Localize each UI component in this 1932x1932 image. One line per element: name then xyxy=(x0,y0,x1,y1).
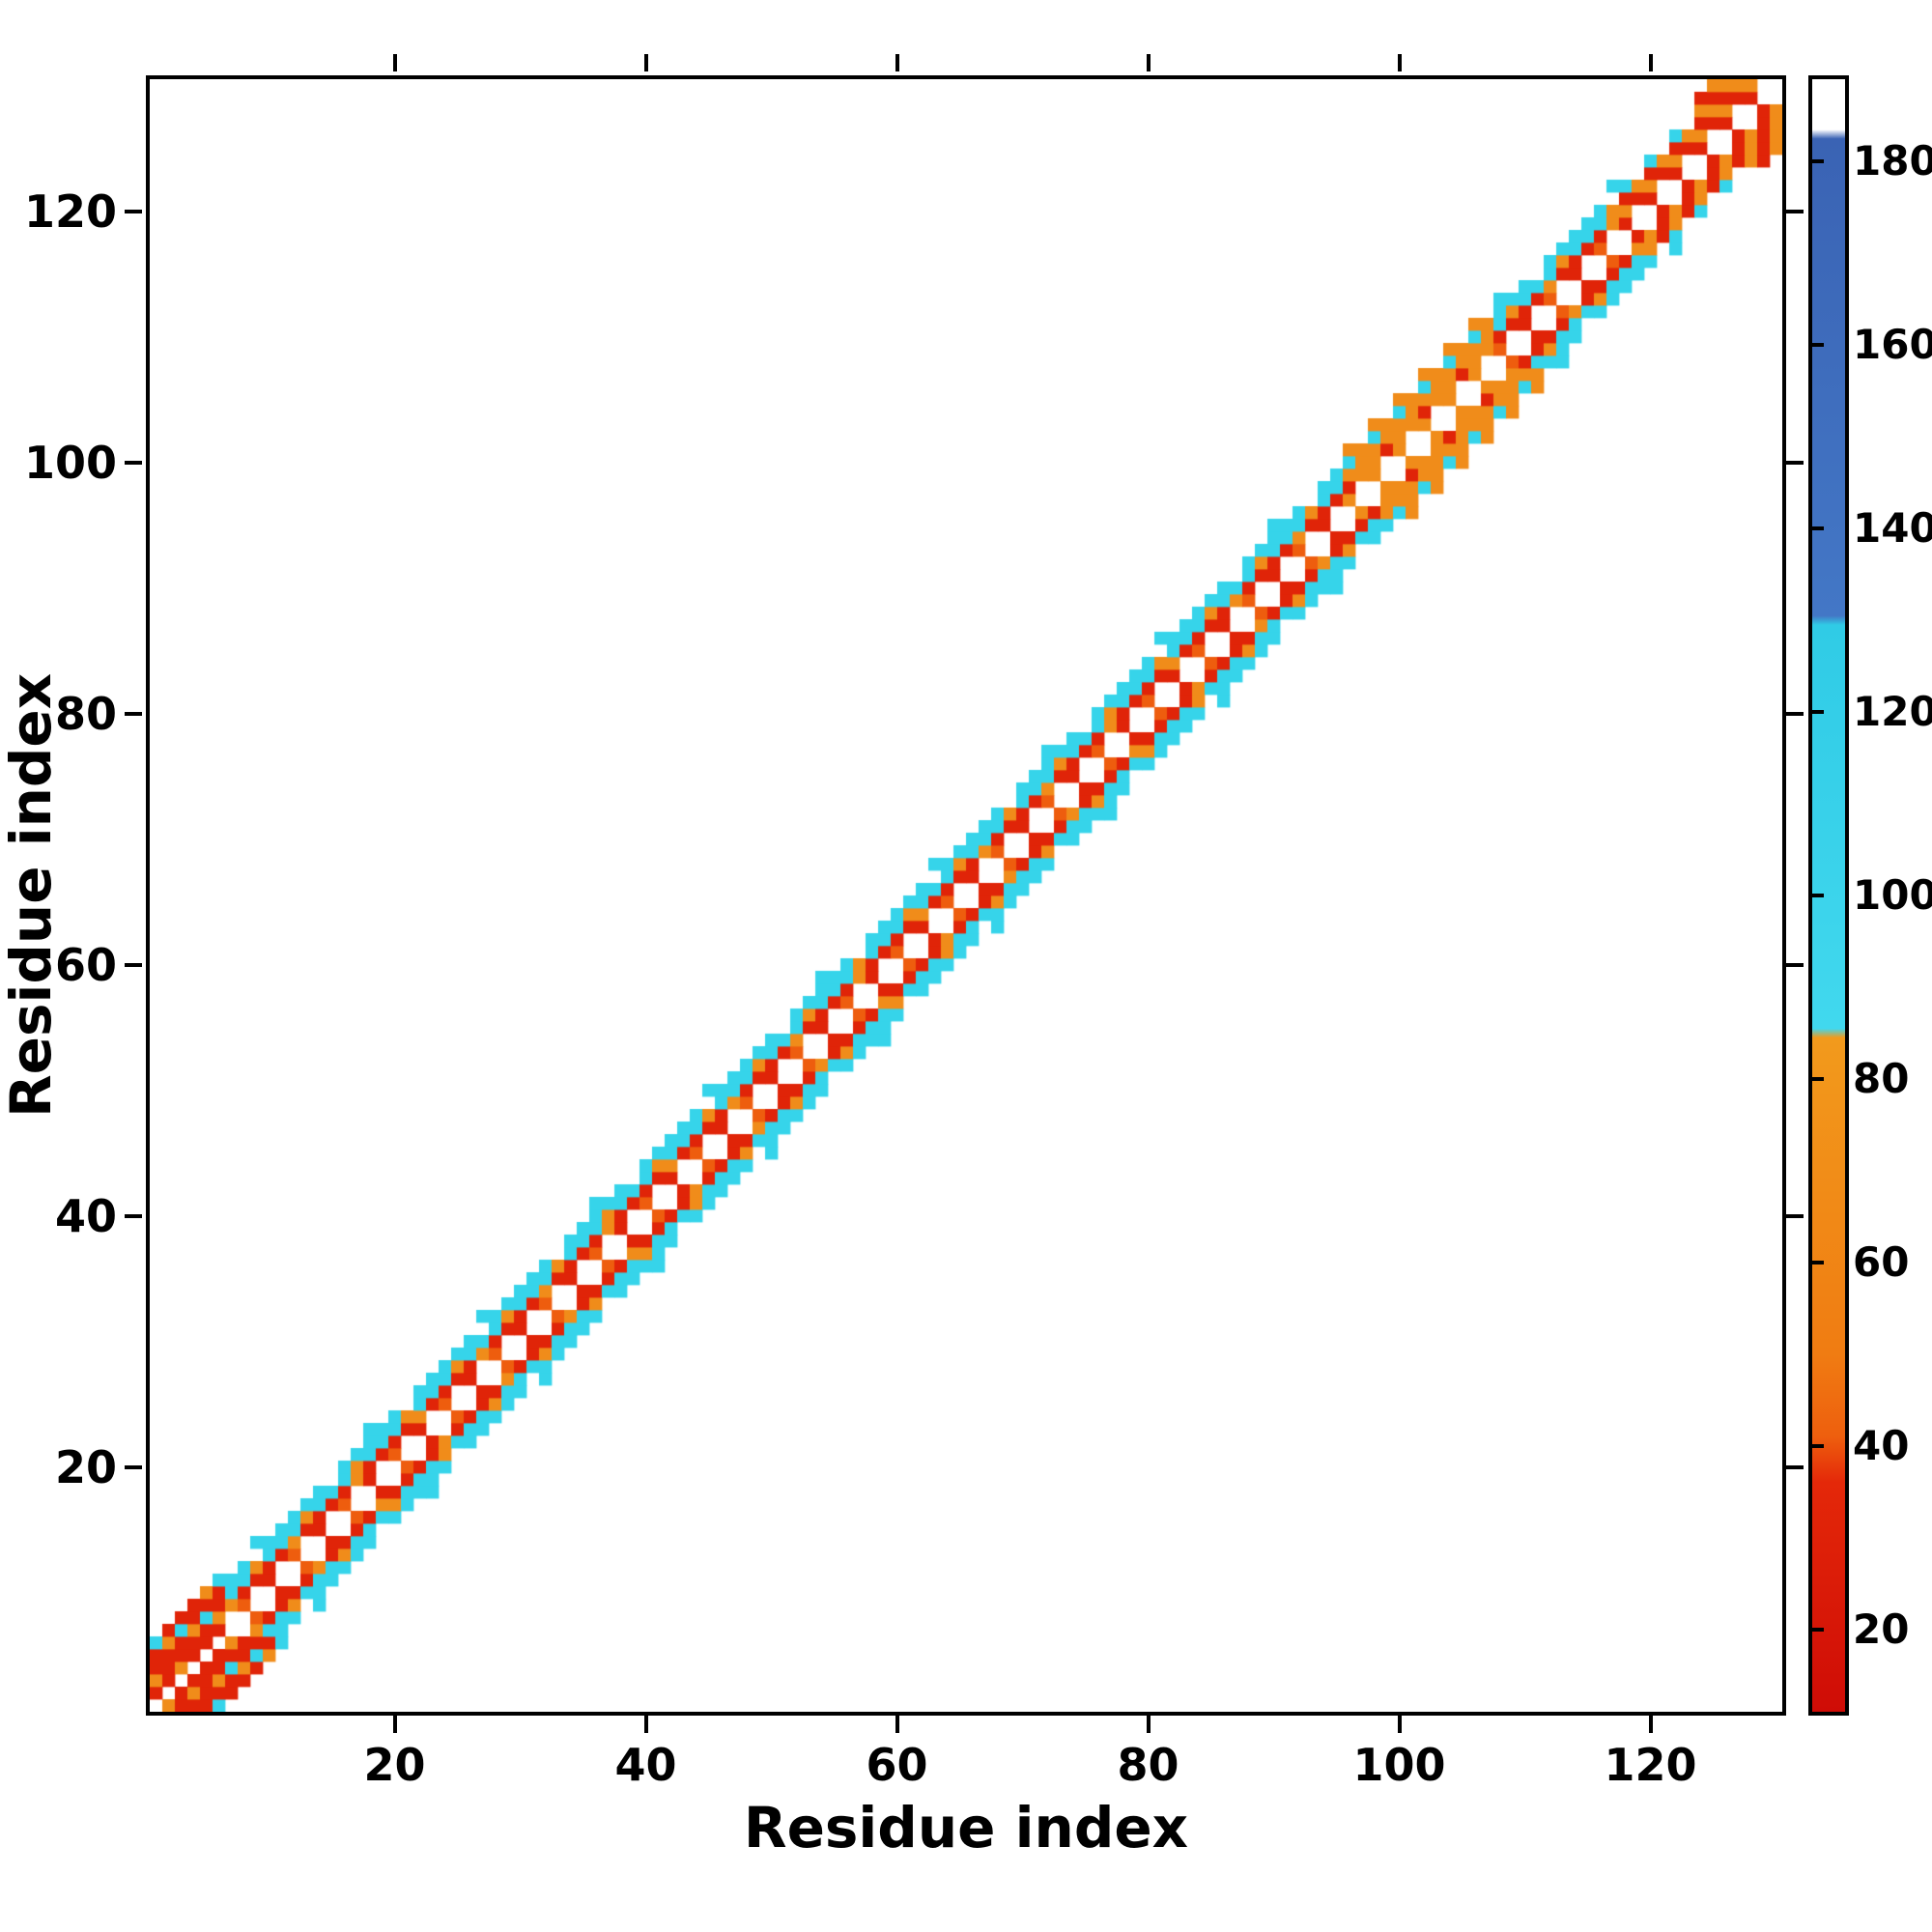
y-tick xyxy=(125,209,142,213)
colorbar-tick-label: 140 xyxy=(1853,504,1932,553)
heatmap-plot-area xyxy=(146,75,1786,1716)
colorbar-tick-label: 20 xyxy=(1853,1605,1910,1653)
y-tick-right xyxy=(1786,962,1804,967)
x-tick xyxy=(1397,1716,1402,1733)
colorbar-tick-label: 180 xyxy=(1853,137,1932,185)
y-tick-label: 60 xyxy=(54,938,117,991)
y-tick-right xyxy=(1786,1464,1804,1469)
colorbar-tick xyxy=(1812,159,1824,164)
colorbar-tick-label: 120 xyxy=(1853,688,1932,736)
y-tick-label: 20 xyxy=(54,1440,117,1493)
y-tick-label: 120 xyxy=(23,185,117,238)
colorbar-tick xyxy=(1812,1627,1824,1632)
y-tick xyxy=(125,711,142,716)
heatmap-canvas xyxy=(150,79,1782,1712)
x-tick xyxy=(895,1716,899,1733)
x-tick-label: 40 xyxy=(614,1739,677,1791)
colorbar-tick xyxy=(1812,710,1824,715)
x-tick-label: 20 xyxy=(363,1739,426,1791)
x-tick-top xyxy=(1397,54,1402,71)
x-tick-top xyxy=(392,54,397,71)
colorbar-tick-label: 60 xyxy=(1853,1237,1910,1286)
colorbar-tick-label: 40 xyxy=(1853,1421,1910,1469)
y-tick xyxy=(125,1213,142,1218)
y-tick-right xyxy=(1786,460,1804,465)
x-tick-top xyxy=(643,54,648,71)
colorbar-tick xyxy=(1812,1076,1824,1081)
y-tick-label: 100 xyxy=(23,436,117,489)
colorbar-tick xyxy=(1812,526,1824,531)
colorbar-tick-label: 160 xyxy=(1853,321,1932,369)
x-tick-label: 80 xyxy=(1117,1739,1179,1791)
x-tick-top xyxy=(1648,54,1653,71)
y-tick-right xyxy=(1786,209,1804,213)
x-tick-label: 60 xyxy=(866,1739,928,1791)
colorbar-tick xyxy=(1812,1443,1824,1448)
x-tick-top xyxy=(1146,54,1151,71)
colorbar-tick xyxy=(1812,894,1824,897)
y-tick-label: 80 xyxy=(54,687,117,740)
y-axis-label: Residue index xyxy=(0,672,64,1119)
colorbar-tick-label: 80 xyxy=(1853,1054,1910,1102)
x-tick xyxy=(643,1716,648,1733)
y-tick xyxy=(125,1464,142,1469)
colorbar-tick xyxy=(1812,343,1824,348)
x-tick-label: 100 xyxy=(1352,1739,1446,1791)
colorbar-tick xyxy=(1812,1260,1824,1264)
x-tick xyxy=(392,1716,397,1733)
x-tick-label: 120 xyxy=(1604,1739,1697,1791)
x-tick-top xyxy=(895,54,899,71)
x-tick xyxy=(1146,1716,1151,1733)
colorbar-tick-label: 100 xyxy=(1853,871,1932,919)
y-tick xyxy=(125,460,142,465)
x-tick xyxy=(1648,1716,1653,1733)
y-tick xyxy=(125,962,142,967)
x-axis-label: Residue index xyxy=(743,1795,1189,1861)
y-tick-label: 40 xyxy=(54,1189,117,1242)
y-tick-right xyxy=(1786,1213,1804,1218)
y-tick-right xyxy=(1786,711,1804,716)
